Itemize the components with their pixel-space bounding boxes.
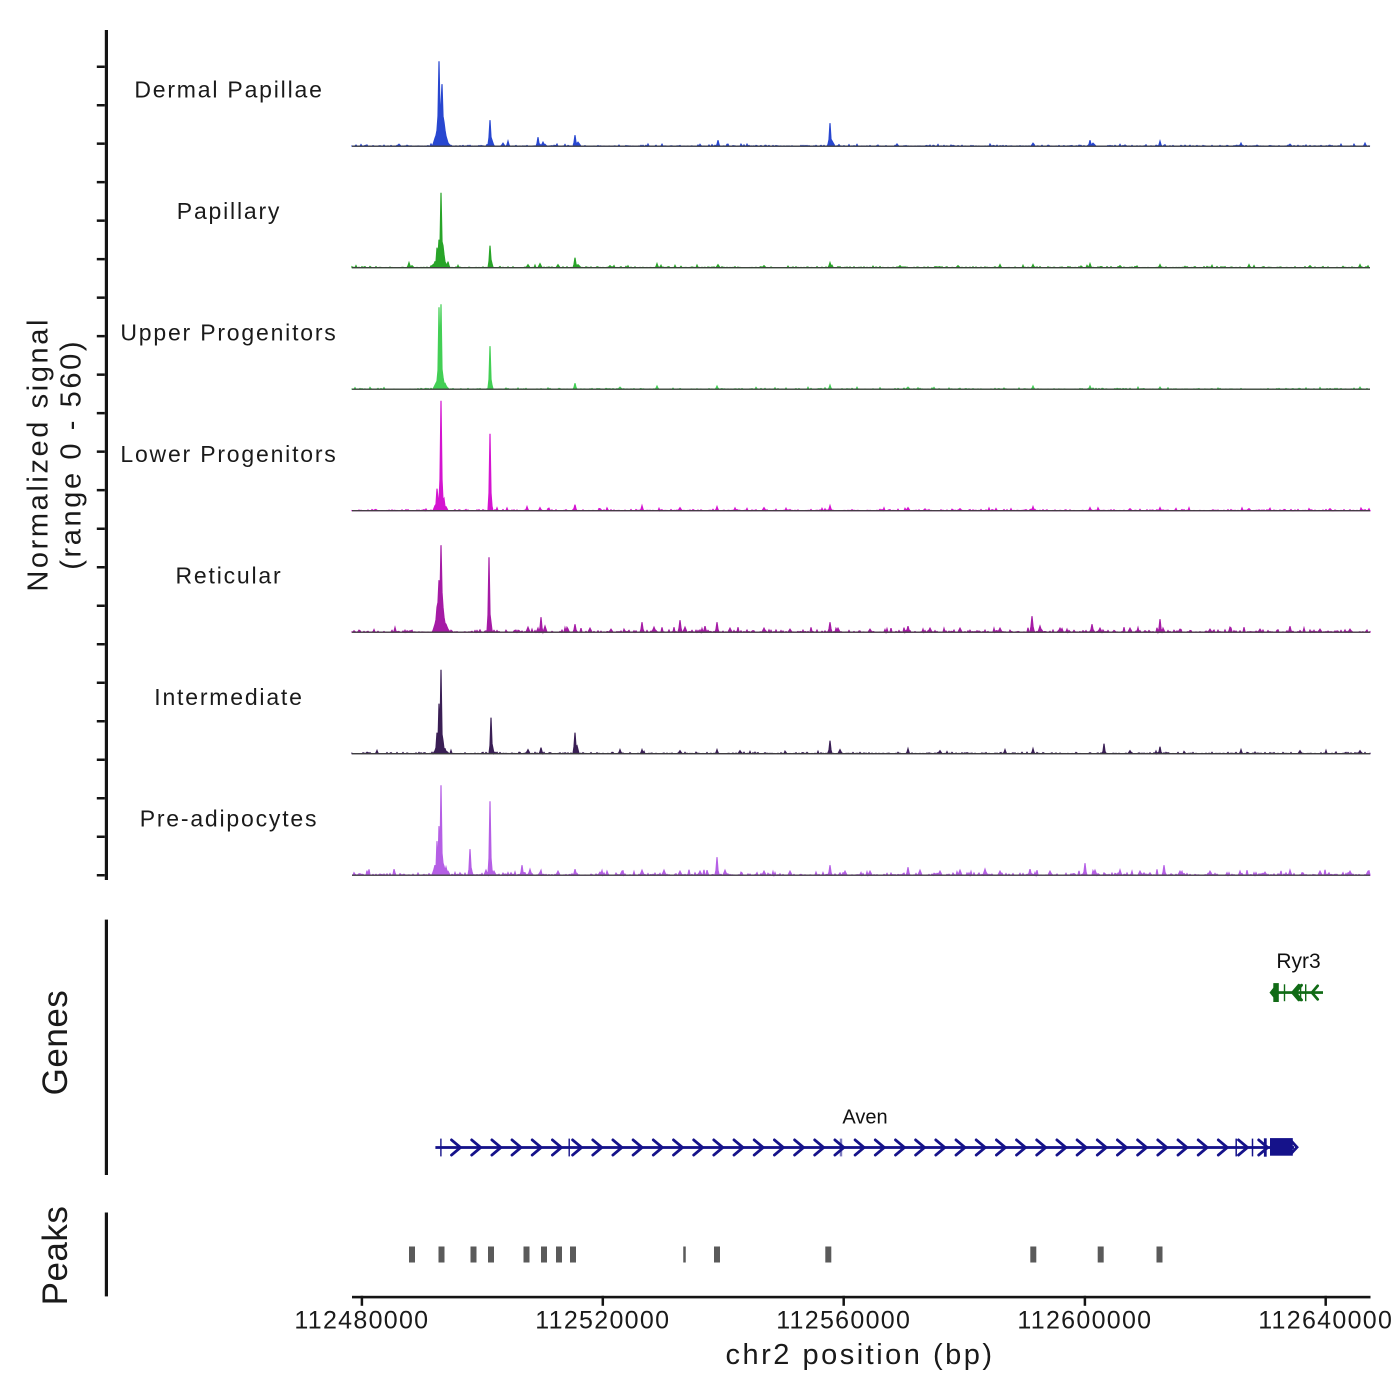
svg-text:Papillary: Papillary bbox=[177, 198, 281, 224]
svg-text:Pre-adipocytes: Pre-adipocytes bbox=[140, 806, 319, 832]
svg-text:Dermal Papillae: Dermal Papillae bbox=[134, 77, 323, 103]
svg-text:Lower Progenitors: Lower Progenitors bbox=[120, 441, 337, 467]
svg-text:Ryr3: Ryr3 bbox=[1276, 950, 1320, 973]
svg-text:Upper Progenitors: Upper Progenitors bbox=[120, 320, 337, 346]
svg-text:112520000: 112520000 bbox=[535, 1307, 670, 1335]
svg-text:chr2 position (bp): chr2 position (bp) bbox=[725, 1339, 994, 1371]
svg-text:112640000: 112640000 bbox=[1258, 1307, 1393, 1335]
svg-text:112480000: 112480000 bbox=[294, 1307, 429, 1335]
svg-text:Reticular: Reticular bbox=[176, 563, 283, 589]
svg-text:Aven: Aven bbox=[842, 1107, 887, 1129]
svg-text:112560000: 112560000 bbox=[776, 1307, 911, 1335]
svg-text:Genes: Genes bbox=[36, 990, 75, 1096]
svg-text:Normalized signal: Normalized signal bbox=[23, 317, 55, 592]
svg-text:Intermediate: Intermediate bbox=[154, 684, 303, 710]
svg-text:(range 0 - 560): (range 0 - 560) bbox=[56, 339, 88, 570]
svg-text:112600000: 112600000 bbox=[1017, 1307, 1152, 1335]
svg-text:Peaks: Peaks bbox=[36, 1206, 75, 1306]
